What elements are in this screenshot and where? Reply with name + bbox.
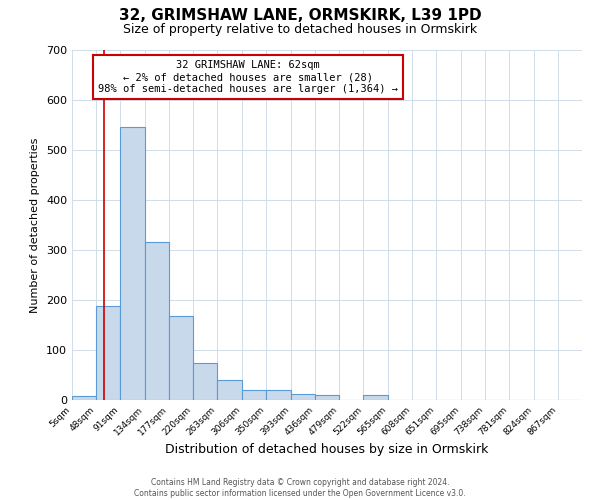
Bar [217, 380, 242, 400]
Text: Size of property relative to detached houses in Ormskirk: Size of property relative to detached ho… [123, 22, 477, 36]
Bar [242, 390, 266, 400]
Y-axis label: Number of detached properties: Number of detached properties [31, 138, 40, 312]
Bar [290, 394, 315, 400]
Bar [315, 395, 339, 400]
Bar [72, 396, 96, 400]
Bar [193, 362, 217, 400]
Bar [121, 126, 145, 400]
Bar [266, 390, 290, 400]
Bar [364, 395, 388, 400]
Bar [145, 242, 169, 400]
Text: Contains HM Land Registry data © Crown copyright and database right 2024.
Contai: Contains HM Land Registry data © Crown c… [134, 478, 466, 498]
Bar [96, 306, 121, 400]
Bar [169, 316, 193, 400]
X-axis label: Distribution of detached houses by size in Ormskirk: Distribution of detached houses by size … [166, 442, 488, 456]
Text: 32 GRIMSHAW LANE: 62sqm
← 2% of detached houses are smaller (28)
98% of semi-det: 32 GRIMSHAW LANE: 62sqm ← 2% of detached… [98, 60, 398, 94]
Text: 32, GRIMSHAW LANE, ORMSKIRK, L39 1PD: 32, GRIMSHAW LANE, ORMSKIRK, L39 1PD [119, 8, 481, 22]
